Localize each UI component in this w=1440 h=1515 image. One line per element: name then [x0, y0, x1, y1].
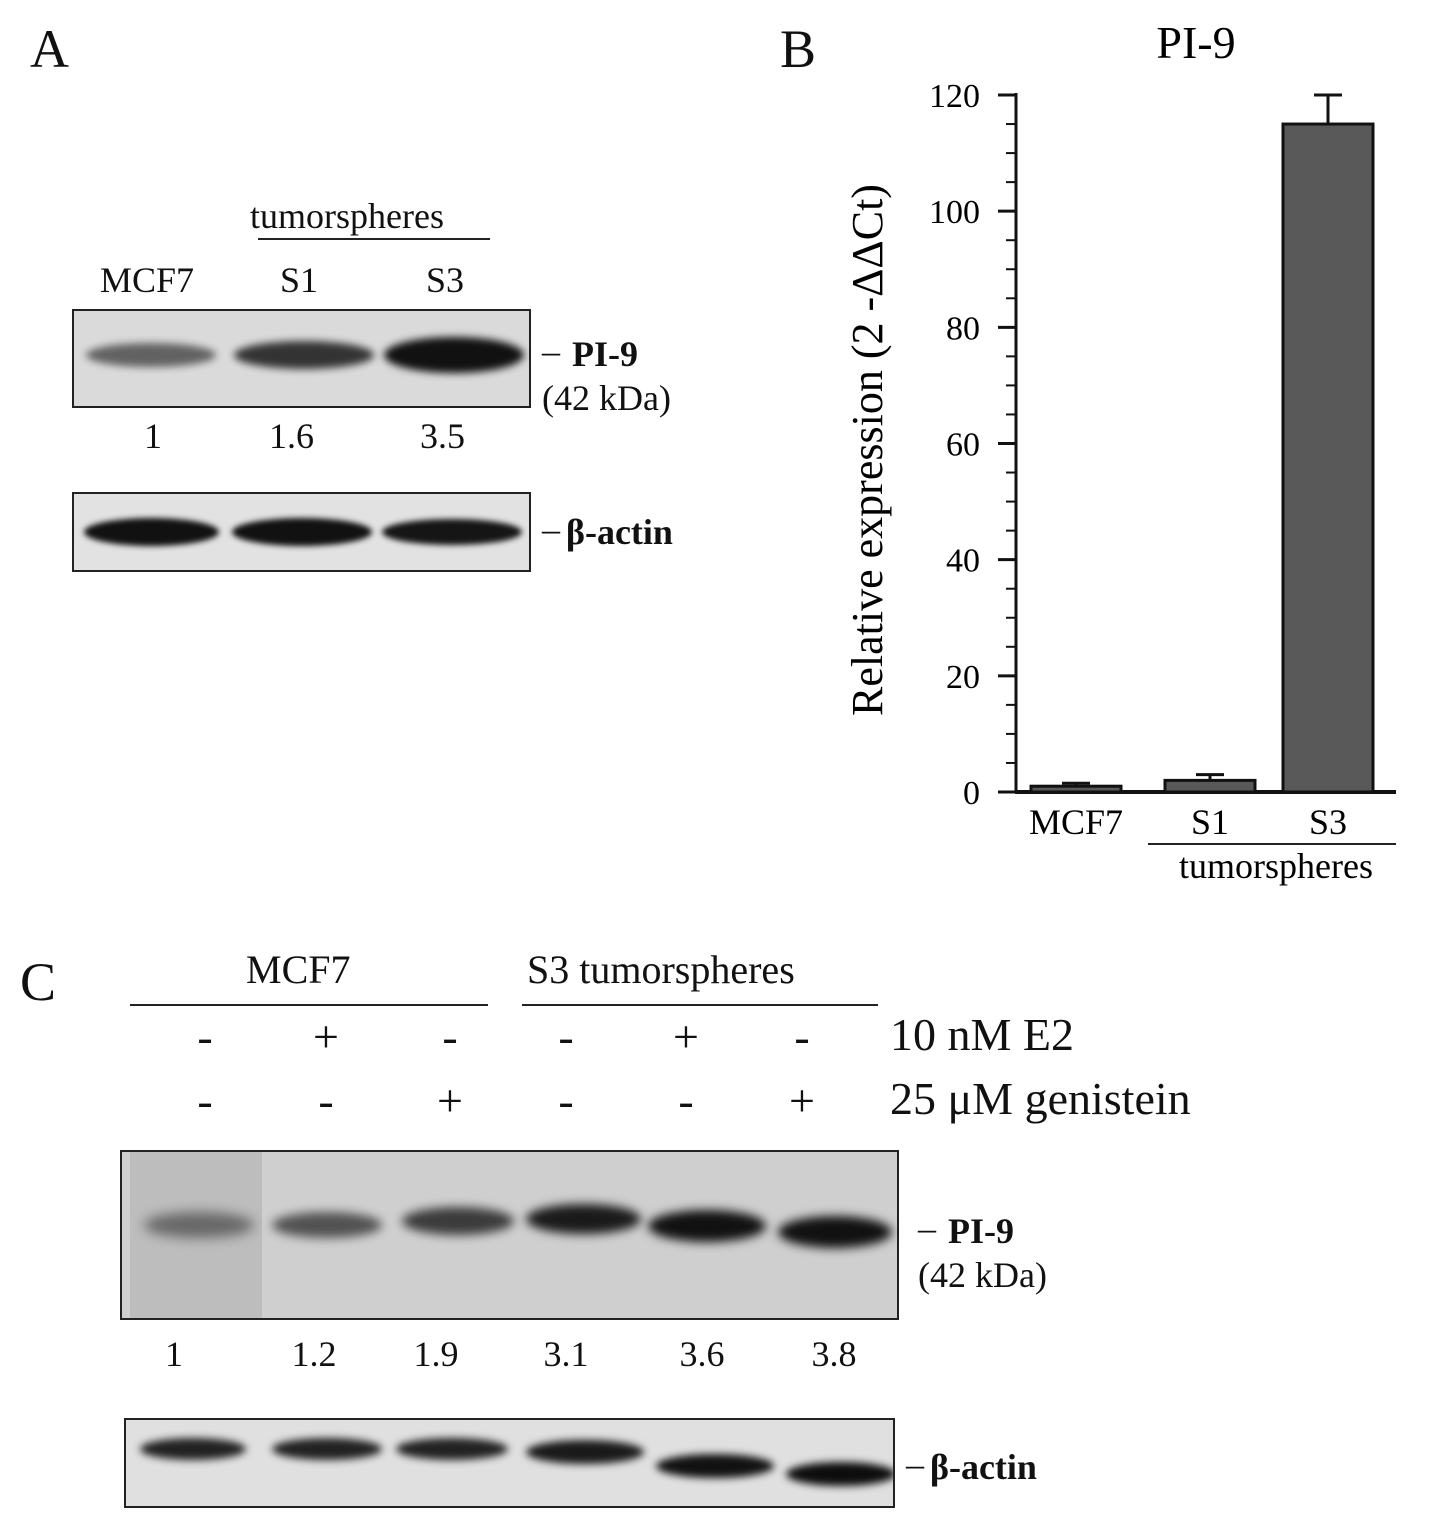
actin-band-lane1 — [140, 1438, 246, 1460]
panel-c-pi9-tick: – — [918, 1208, 936, 1248]
pi9-band-s1 — [234, 341, 374, 369]
bar-mcf7 — [1029, 784, 1123, 794]
panel-a-letter: A — [30, 19, 69, 79]
panel-c-actin-tick: – — [906, 1444, 924, 1484]
y-tick-label: 80 — [946, 310, 980, 347]
panel-a-quant-1: 1 — [144, 416, 162, 456]
actin-band-lane3 — [396, 1438, 508, 1460]
pi9-band-lane6 — [778, 1216, 892, 1248]
panel-c-quant-6: 3.8 — [811, 1334, 857, 1374]
y-tick-label: 20 — [946, 659, 980, 696]
y-tick-label: 0 — [963, 775, 980, 812]
panel-a-actin-label: β-actin — [566, 512, 673, 552]
panel-c-group-s3: S3 tumorspheres — [527, 947, 795, 992]
e2-sign-lane-1: - — [197, 1011, 213, 1062]
panel-a-lane-s3: S3 — [426, 260, 465, 300]
panel-c-quant-4: 3.1 — [543, 1334, 589, 1374]
x-tick-label-s1: S1 — [1191, 802, 1229, 842]
panel-c-quant-5: 3.6 — [679, 1334, 725, 1374]
pi9-band-lane3 — [402, 1207, 514, 1235]
panel-a-actin-tick: – — [542, 509, 560, 549]
chart-x-labels: MCF7 S1 S3 — [1029, 802, 1347, 842]
panel-c-pi9-blot — [120, 1150, 899, 1320]
pi9-band-lane2 — [272, 1212, 382, 1238]
panel-c-pi9-label: PI-9 — [948, 1211, 1014, 1251]
e2-sign-lane-5: + — [673, 1011, 699, 1062]
pi9-band-mcf7 — [86, 343, 216, 367]
panel-c-pi9-kda: (42 kDa) — [918, 1255, 1047, 1295]
pi9-band-lane1 — [144, 1212, 254, 1238]
panel-a-lane-s1: S1 — [280, 260, 319, 300]
actin-band-lane4 — [526, 1440, 644, 1464]
panel-c-treatment-e2: 10 nM E2 — [890, 1009, 1074, 1060]
bar-s3 — [1281, 122, 1375, 794]
pi9-band-s3 — [384, 337, 524, 373]
panel-a-lane-mcf7: MCF7 — [100, 260, 195, 300]
panel-a-pi9-kda: (42 kDa) — [542, 378, 671, 418]
genistein-sign-lane-2: - — [318, 1075, 334, 1126]
panel-a-actin-blot — [72, 492, 531, 572]
pi9-band-lane5 — [648, 1210, 766, 1242]
y-tick-label: 120 — [929, 78, 980, 115]
bar-s1 — [1163, 778, 1257, 794]
chart-y-axis-label: Relative expression (2 -ΔΔCt) — [843, 184, 892, 716]
panel-a-quant-3: 3.5 — [420, 416, 465, 456]
y-tick-label: 60 — [946, 427, 980, 464]
panel-a-pi9-tick: – — [542, 331, 560, 371]
chart-group-label: tumorspheres — [1179, 846, 1373, 886]
panel-a-pi9-label: PI-9 — [572, 334, 638, 374]
panel-c-quant-2: 1.2 — [291, 1334, 337, 1374]
panel-c-treatment-genistein: 25 μM genistein — [890, 1073, 1191, 1124]
panel-b-letter: B — [780, 19, 817, 79]
e2-sign-lane-3: - — [442, 1011, 458, 1062]
actin-band-mcf7 — [84, 518, 219, 546]
chart-bars — [1029, 93, 1375, 794]
panel-c-quant-1: 1 — [165, 1334, 183, 1374]
y-tick-label: 40 — [946, 543, 980, 580]
actin-band-lane5 — [656, 1454, 774, 1478]
x-tick-label-s3: S3 — [1309, 802, 1347, 842]
panel-c-group-mcf7: MCF7 — [246, 947, 351, 992]
panel-c-quant-3: 1.9 — [413, 1334, 459, 1374]
actin-band-lane6 — [786, 1462, 893, 1486]
e2-sign-lane-6: - — [794, 1011, 810, 1062]
panel-c-actin-blot — [124, 1418, 895, 1508]
panel-a-group-label: tumorspheres — [250, 196, 444, 236]
panel-c-letter: C — [20, 952, 57, 1012]
panel-a-group-underline — [258, 238, 490, 240]
panel-b-chart: PI-9 Relative expression (2 -ΔΔCt) 0 20 40… — [843, 17, 1396, 886]
e2-sign-lane-4: - — [558, 1011, 574, 1062]
genistein-sign-lane-5: - — [678, 1075, 694, 1126]
genistein-sign-lane-1: - — [197, 1075, 213, 1126]
panel-c-actin-label: β-actin — [930, 1447, 1037, 1487]
genistein-sign-lane-3: + — [437, 1075, 463, 1126]
x-tick-label-mcf7: MCF7 — [1029, 802, 1123, 842]
panel-a-pi9-blot — [72, 309, 531, 408]
chart-title: PI-9 — [1156, 17, 1235, 68]
panel-c-s3-underline — [522, 1004, 878, 1006]
genistein-sign-lane-6: + — [789, 1075, 815, 1126]
y-tick-label: 100 — [929, 194, 980, 231]
actin-band-lane2 — [272, 1438, 382, 1460]
actin-band-s1 — [232, 518, 372, 546]
pi9-band-lane4 — [526, 1204, 641, 1234]
panel-c-mcf7-underline — [130, 1004, 488, 1006]
panel-a-quant-2: 1.6 — [269, 416, 314, 456]
actin-band-s3 — [382, 519, 522, 545]
chart-y-ticks: 0 20 40 60 80 100 120 — [929, 78, 1016, 812]
genistein-sign-lane-4: - — [558, 1075, 574, 1126]
e2-sign-lane-2: + — [313, 1011, 339, 1062]
